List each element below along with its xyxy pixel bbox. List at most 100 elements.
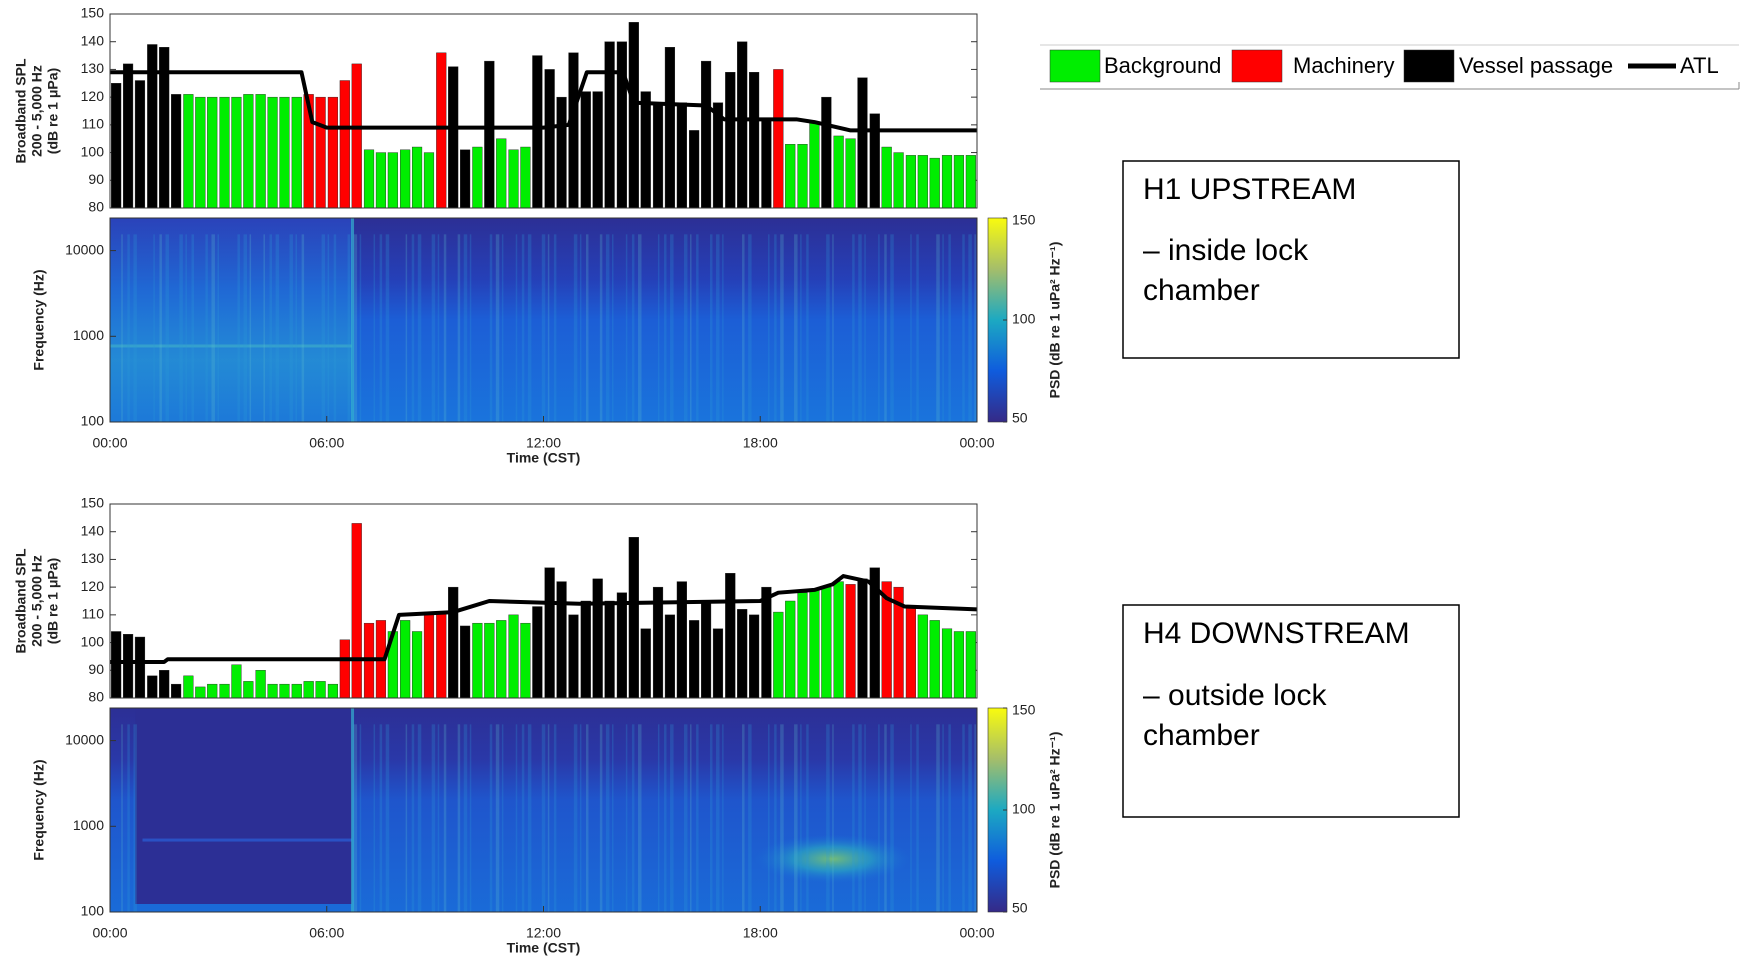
spectrogram-stripe <box>521 724 525 912</box>
bar <box>436 52 447 209</box>
x-tick-label: 06:00 <box>309 925 344 941</box>
bar <box>436 611 447 699</box>
spectrogram-stripe <box>489 724 493 912</box>
spectrogram-stripe <box>605 724 610 912</box>
spectrogram-stripe <box>437 234 440 422</box>
spectrogram-stripe <box>553 234 557 422</box>
spectrogram-stripe <box>579 724 582 912</box>
spectrogram-stripe <box>437 724 440 912</box>
spectrogram-stripe <box>657 234 660 422</box>
bar <box>845 138 856 209</box>
x-tick-label: 00:00 <box>959 925 994 941</box>
spectrogram-region <box>110 218 353 422</box>
spectrogram-stripe <box>683 234 688 422</box>
bar <box>689 620 700 699</box>
spectrogram-stripe <box>359 234 362 422</box>
bar <box>351 523 362 699</box>
spectrogram-stripe <box>696 724 699 912</box>
spectrogram-stripe <box>916 724 919 912</box>
spectrogram-stripe <box>878 234 880 422</box>
x-tick-label: 00:00 <box>92 925 127 941</box>
bar <box>411 631 423 699</box>
spectrogram-stripe <box>625 234 628 422</box>
x-tick-label: 00:00 <box>92 435 127 451</box>
spectrogram-stripe <box>890 724 894 912</box>
bar <box>929 620 940 699</box>
spectrogram-stripe <box>295 234 298 422</box>
spectrogram-stripe <box>768 234 770 422</box>
spectrogram-stripe <box>541 724 546 912</box>
spectrogram-stripe <box>431 234 436 422</box>
spectrogram-stripe <box>385 724 390 912</box>
bar <box>689 130 700 209</box>
bar <box>207 683 218 699</box>
spectrogram-stripe <box>463 234 468 422</box>
spectrogram-stripe <box>696 234 699 422</box>
spectrogram-stripe <box>826 724 830 912</box>
spectrogram-stripe <box>794 724 798 912</box>
spectrogram-stripe <box>127 724 130 912</box>
bar <box>640 91 651 209</box>
colorbar-label: PSD (dB re 1 uPa² Hz⁻¹) <box>1047 732 1063 889</box>
spectrogram-stripe <box>553 724 557 912</box>
bar <box>219 96 230 209</box>
spectrogram-stripe <box>527 724 532 912</box>
spectrogram-stripe <box>748 724 752 912</box>
spectrogram-stripe <box>541 234 546 422</box>
bar <box>484 60 495 209</box>
bar <box>941 155 953 209</box>
bar <box>255 670 266 699</box>
bar <box>520 622 531 699</box>
bar <box>122 63 134 209</box>
bar <box>460 149 471 209</box>
bar <box>953 631 965 699</box>
spectrogram-stripe <box>347 234 351 422</box>
colorbar-label: PSD (dB re 1 uPa² Hz⁻¹) <box>1047 242 1063 399</box>
spectrogram-stripe <box>217 234 220 422</box>
spectrogram-stripe <box>890 234 894 422</box>
spectrogram-stripe <box>443 234 447 422</box>
bar <box>508 149 519 209</box>
spectrogram-stripe <box>968 234 972 422</box>
spectrogram-stripe <box>942 724 944 912</box>
bar <box>652 102 664 209</box>
bar <box>905 155 916 209</box>
bar <box>400 620 411 699</box>
spectrogram-stripe <box>405 724 408 912</box>
spectrogram-stripe <box>631 724 635 912</box>
spectrogram-stripe <box>800 234 802 422</box>
bar <box>592 578 603 699</box>
spectrogram-stripe <box>826 234 830 422</box>
bar <box>556 96 567 209</box>
bar <box>183 675 194 699</box>
bar <box>363 149 375 209</box>
bar <box>544 567 555 699</box>
spectrogram-stripe <box>121 724 123 912</box>
spectrogram-stripe <box>722 234 724 422</box>
spectrogram-stripe <box>664 234 667 422</box>
spectrogram-stripe <box>179 234 183 422</box>
bar <box>171 683 182 699</box>
spectrogram-stripe <box>716 234 720 422</box>
spectrogram-stripe <box>605 234 610 422</box>
bar <box>749 614 760 699</box>
spectrogram-stripe <box>722 724 724 912</box>
spectrogram-stripe <box>942 234 944 422</box>
bar <box>448 586 459 699</box>
spectrogram-stripe <box>716 724 720 912</box>
y-tick-label: 150 <box>81 495 105 511</box>
bar <box>881 146 892 209</box>
bar <box>411 146 423 209</box>
spectrogram-stripe <box>611 234 614 422</box>
bar <box>628 537 639 699</box>
bar <box>580 600 591 699</box>
y-tick-label: 130 <box>81 550 105 566</box>
spectrogram-stripe <box>527 234 532 422</box>
spectrogram-region <box>135 708 353 904</box>
bar <box>761 586 772 699</box>
bar <box>749 71 760 209</box>
plot-frame <box>109 13 978 209</box>
y-tick-label: 90 <box>88 661 104 677</box>
bar <box>965 631 976 699</box>
bar <box>556 581 567 699</box>
